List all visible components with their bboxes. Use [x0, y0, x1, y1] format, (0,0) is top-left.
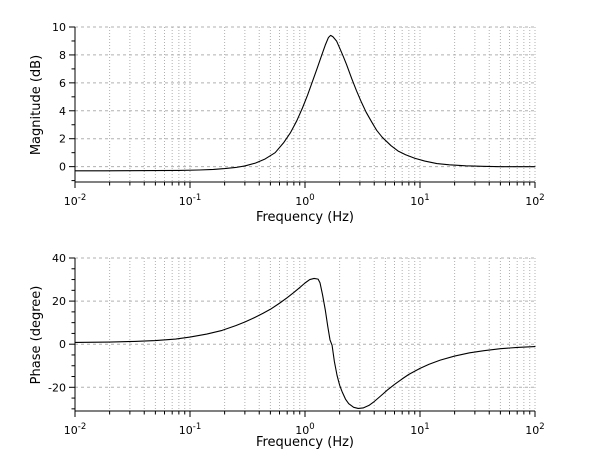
x-tick-label: 10-1	[179, 422, 201, 437]
y-tick-label: 10	[52, 21, 66, 34]
x-tick-label: 10-2	[64, 422, 86, 437]
x-tick-label: 100	[295, 422, 314, 437]
x-tick-label: 102	[525, 193, 544, 208]
x-tick-label: 10-1	[179, 193, 201, 208]
phase-plot: 10-2 10-1 100 101 102 -20 0 20 40	[48, 252, 545, 437]
phase-y-axis-title: Phase (degree)	[29, 286, 44, 385]
magnitude-y-axis-title: Magnitude (dB)	[29, 55, 44, 155]
x-tick-label: 101	[410, 193, 429, 208]
y-tick-label: 40	[52, 252, 66, 265]
y-tick-label: 0	[59, 338, 66, 351]
x-tick-label: 102	[525, 422, 544, 437]
x-tick-label: 100	[295, 193, 314, 208]
y-tick-label: 6	[59, 77, 66, 90]
y-tick-label: 0	[59, 161, 66, 174]
magnitude-plot: 10-2 10-1 100 101 102 0 2 4 6 8 10	[52, 21, 545, 208]
x-tick-label: 10-2	[64, 193, 86, 208]
y-tick-label: 20	[52, 295, 66, 308]
y-tick-label: 4	[59, 105, 66, 118]
frequency-response-curve	[74, 34, 536, 172]
y-tick-label: 8	[59, 49, 66, 62]
magnitude-x-axis-title: Frequency (Hz)	[256, 210, 354, 225]
y-tick-label: -20	[48, 381, 66, 394]
frequency-response-curve	[74, 277, 536, 409]
y-tick-label: 2	[59, 133, 66, 146]
x-tick-label: 101	[410, 422, 429, 437]
phase-x-axis-title: Frequency (Hz)	[256, 435, 354, 450]
